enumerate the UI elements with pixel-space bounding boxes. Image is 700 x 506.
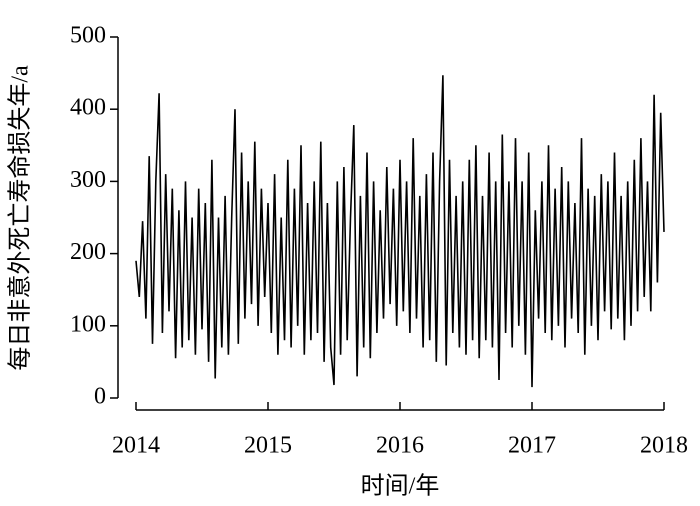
x-tick-label: 2015 xyxy=(244,433,292,459)
y-tick-label: 200 xyxy=(70,239,106,265)
y-tick-label: 100 xyxy=(70,311,106,337)
y-axis-label: 每日非意外死亡寿命损失年/a xyxy=(7,65,34,371)
x-tick-label: 2016 xyxy=(376,433,424,459)
x-tick-label: 2017 xyxy=(508,433,556,459)
y-tick-label: 300 xyxy=(70,167,106,193)
y-tick-label: 400 xyxy=(70,95,106,121)
data-line xyxy=(135,75,665,388)
x-tick-label: 2014 xyxy=(112,433,160,459)
x-axis-label: 时间/年 xyxy=(361,473,440,500)
y-tick-label: 500 xyxy=(70,23,106,49)
x-tick-label: 2018 xyxy=(640,433,688,459)
y-tick-label: 0 xyxy=(94,384,106,410)
